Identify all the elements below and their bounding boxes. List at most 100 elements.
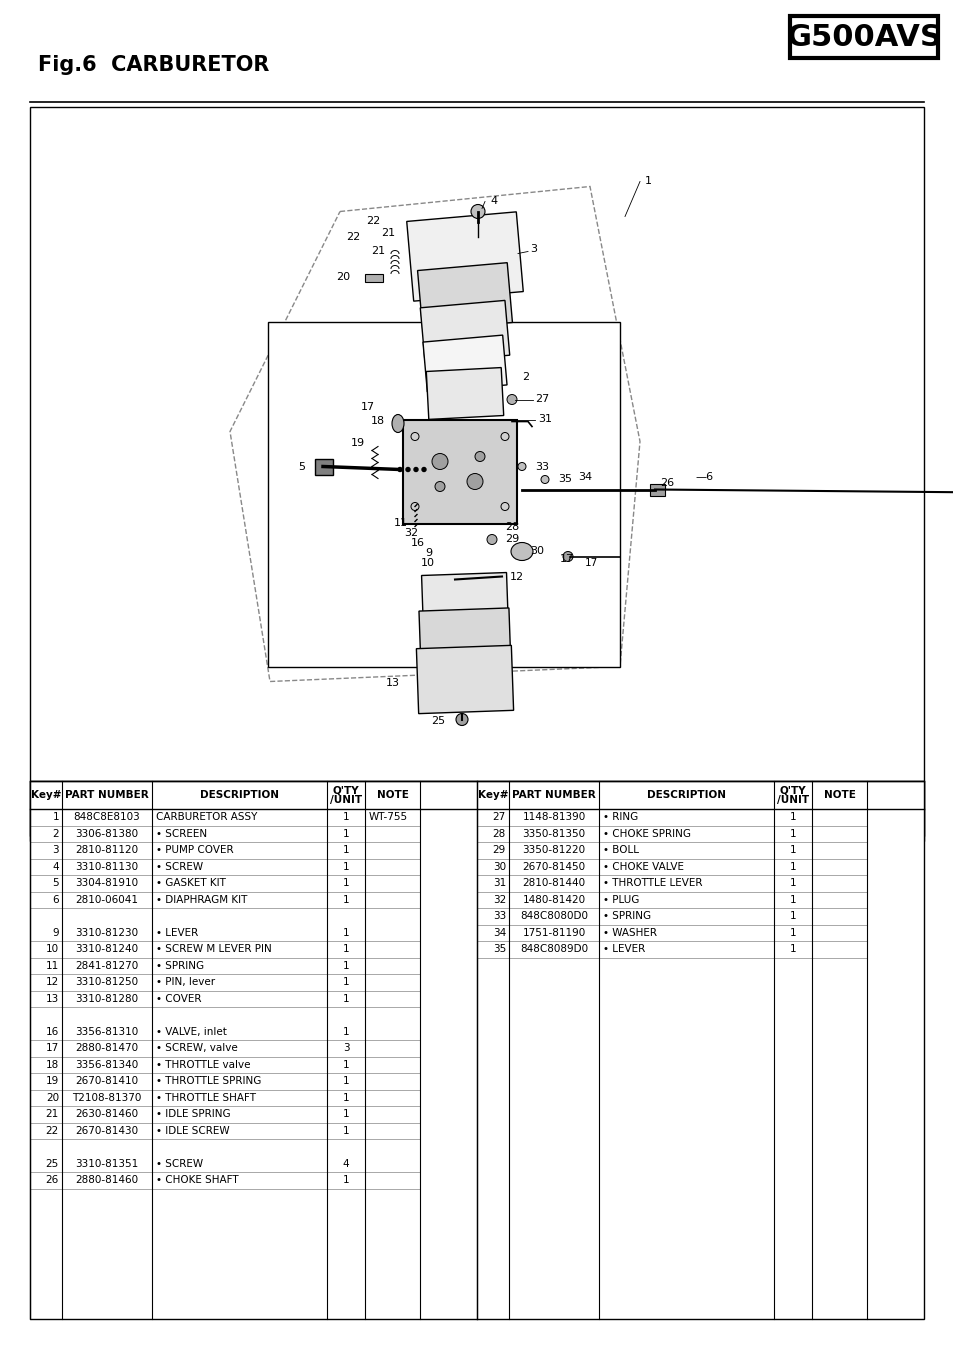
Text: 1: 1	[342, 961, 349, 971]
Text: 2810-81120: 2810-81120	[75, 846, 138, 855]
Text: 9: 9	[52, 928, 59, 938]
Text: 2: 2	[521, 372, 529, 381]
Text: 3310-81130: 3310-81130	[75, 862, 138, 871]
Text: DESCRIPTION: DESCRIPTION	[200, 790, 278, 800]
Text: 848C8E8103: 848C8E8103	[73, 812, 140, 823]
Text: • DIAPHRAGM KIT: • DIAPHRAGM KIT	[156, 894, 247, 905]
Text: 28: 28	[504, 521, 518, 531]
Text: 35: 35	[558, 474, 572, 485]
Polygon shape	[406, 212, 523, 301]
Text: 1: 1	[342, 878, 349, 888]
Text: • WASHER: • WASHER	[602, 928, 657, 938]
Text: 1751-81190: 1751-81190	[522, 928, 585, 938]
Text: • LEVER: • LEVER	[602, 944, 644, 954]
Text: 9: 9	[424, 549, 432, 558]
Text: 1: 1	[342, 1027, 349, 1036]
Circle shape	[456, 713, 468, 725]
Text: 27: 27	[493, 812, 505, 823]
Text: 25: 25	[431, 716, 444, 727]
Text: 33: 33	[535, 462, 548, 471]
Text: 16: 16	[411, 539, 424, 549]
Text: 1148-81390: 1148-81390	[522, 812, 585, 823]
Text: 4: 4	[342, 1159, 349, 1169]
Text: 1: 1	[789, 944, 796, 954]
Text: 31: 31	[537, 415, 552, 424]
Text: 2880-81470: 2880-81470	[75, 1043, 138, 1054]
Text: • SCREW M LEVER PIN: • SCREW M LEVER PIN	[156, 944, 272, 954]
Polygon shape	[417, 262, 512, 330]
Text: NOTE: NOTE	[822, 790, 855, 800]
Text: 30: 30	[530, 547, 543, 557]
Bar	[365, 273, 382, 281]
Text: 6: 6	[52, 894, 59, 905]
Text: 17: 17	[360, 401, 375, 412]
Polygon shape	[420, 300, 509, 362]
Text: 3310-81230: 3310-81230	[75, 928, 138, 938]
Text: 3310-81250: 3310-81250	[75, 977, 138, 988]
Text: 13: 13	[46, 994, 59, 1004]
Text: 1: 1	[342, 1093, 349, 1102]
Text: 25: 25	[46, 1159, 59, 1169]
Text: • SCREW, valve: • SCREW, valve	[156, 1043, 237, 1054]
Text: 18: 18	[371, 416, 385, 427]
Circle shape	[562, 551, 573, 562]
Text: 3310-81351: 3310-81351	[75, 1159, 138, 1169]
Text: 28: 28	[493, 828, 505, 839]
Text: G500AVS: G500AVS	[785, 23, 941, 51]
Text: 5: 5	[52, 878, 59, 888]
Text: 22: 22	[365, 216, 379, 227]
Text: 11: 11	[46, 961, 59, 971]
Text: 1: 1	[342, 862, 349, 871]
Text: T2108-81370: T2108-81370	[72, 1093, 142, 1102]
Text: 1: 1	[789, 878, 796, 888]
Polygon shape	[418, 608, 511, 671]
Bar	[649, 484, 664, 496]
Text: 2670-81430: 2670-81430	[75, 1125, 138, 1136]
Text: • CHOKE VALVE: • CHOKE VALVE	[602, 862, 683, 871]
Text: 1: 1	[52, 812, 59, 823]
Text: 21: 21	[380, 228, 395, 239]
Text: 12: 12	[510, 571, 523, 581]
Text: 1: 1	[342, 928, 349, 938]
Text: 1: 1	[342, 1125, 349, 1136]
Text: • SCREW: • SCREW	[156, 1159, 203, 1169]
Text: 34: 34	[493, 928, 505, 938]
Circle shape	[486, 535, 497, 544]
Polygon shape	[421, 573, 508, 631]
Text: 13: 13	[386, 678, 399, 689]
Circle shape	[517, 462, 525, 470]
Text: 17: 17	[559, 554, 574, 565]
Circle shape	[421, 467, 426, 471]
Text: 31: 31	[493, 878, 505, 888]
Text: 17: 17	[584, 558, 598, 569]
Text: • IDLE SCREW: • IDLE SCREW	[156, 1125, 230, 1136]
Text: 1: 1	[342, 1077, 349, 1086]
Bar	[30, 781, 923, 842]
Circle shape	[475, 451, 484, 462]
Text: 34: 34	[578, 471, 592, 481]
Text: 10: 10	[420, 558, 435, 569]
Text: 3: 3	[342, 1043, 349, 1054]
Text: 35: 35	[493, 944, 505, 954]
Text: 22: 22	[46, 1125, 59, 1136]
Text: 27: 27	[535, 394, 549, 404]
Text: 3356-81310: 3356-81310	[75, 1027, 138, 1036]
Circle shape	[397, 467, 401, 471]
Text: Key#: Key#	[30, 790, 61, 800]
Bar	[30, 107, 923, 836]
Text: 29: 29	[493, 846, 505, 855]
Text: 5: 5	[297, 462, 305, 471]
Text: NOTE: NOTE	[376, 790, 408, 800]
Text: 2841-81270: 2841-81270	[75, 961, 138, 971]
Text: 1: 1	[789, 912, 796, 921]
Text: • THROTTLE SPRING: • THROTTLE SPRING	[156, 1077, 261, 1086]
Text: 10: 10	[46, 944, 59, 954]
Text: 1: 1	[342, 977, 349, 988]
Text: 1: 1	[342, 1059, 349, 1070]
Text: 1: 1	[789, 812, 796, 823]
Text: • RING: • RING	[602, 812, 638, 823]
Text: 3310-81280: 3310-81280	[75, 994, 138, 1004]
Ellipse shape	[392, 415, 403, 432]
FancyBboxPatch shape	[402, 420, 517, 523]
Circle shape	[406, 467, 410, 471]
